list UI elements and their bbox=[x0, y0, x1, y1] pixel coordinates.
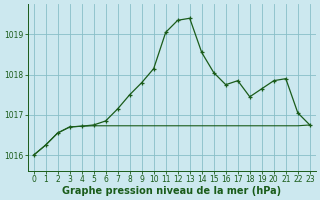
X-axis label: Graphe pression niveau de la mer (hPa): Graphe pression niveau de la mer (hPa) bbox=[62, 186, 281, 196]
